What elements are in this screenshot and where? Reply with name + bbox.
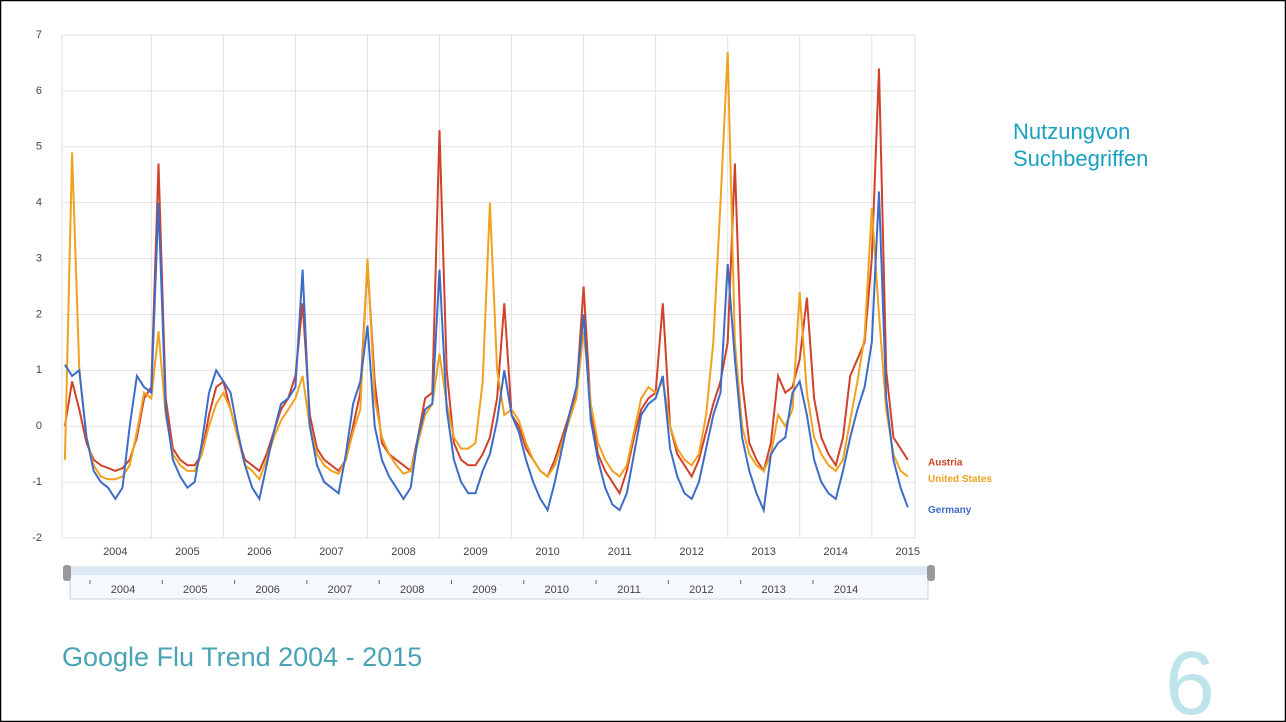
legend-label: Austria: [928, 457, 963, 468]
navigator-label: 2010: [545, 584, 569, 596]
y-tick-label: 0: [36, 420, 42, 432]
y-tick-label: 3: [36, 252, 42, 264]
navigator-label: 2012: [689, 584, 713, 596]
y-tick-label: 2: [36, 308, 42, 320]
x-tick-label: 2014: [824, 546, 848, 558]
y-tick-label: 4: [36, 197, 42, 209]
x-tick-label: 2015: [896, 546, 920, 558]
navigator-label: 2014: [834, 584, 858, 596]
legend-label: United States: [928, 474, 992, 485]
y-tick-label: -1: [32, 476, 42, 488]
x-tick-label: 2008: [391, 546, 415, 558]
navigator-handle[interactable]: [63, 565, 71, 581]
navigator-label: 2013: [761, 584, 785, 596]
navigator-label: 2005: [183, 584, 207, 596]
legend-label: Germany: [928, 505, 972, 516]
x-tick-label: 2004: [103, 546, 127, 558]
series-line: [64, 191, 909, 514]
y-tick-label: 7: [36, 29, 42, 41]
x-tick-label: 2012: [679, 546, 703, 558]
annotation: Nutzungvon: [1013, 119, 1130, 144]
y-tick-label: -2: [32, 532, 42, 544]
x-tick-label: 2007: [319, 546, 343, 558]
x-tick-label: 2005: [175, 546, 199, 558]
y-tick-label: 6: [36, 85, 42, 97]
y-tick-label: 1: [36, 364, 42, 376]
navigator-label: 2008: [400, 584, 424, 596]
series-line: [63, 68, 909, 496]
x-tick-label: 2013: [751, 546, 775, 558]
navigator-handle[interactable]: [927, 565, 935, 581]
series-line: [63, 51, 909, 482]
x-tick-label: 2009: [463, 546, 487, 558]
navigator-label: 2004: [111, 584, 135, 596]
plot-area: [61, 34, 916, 539]
navigator-label: 2007: [328, 584, 352, 596]
x-tick-label: 2011: [608, 546, 632, 558]
navigator-label: 2006: [255, 584, 279, 596]
y-tick-label: 5: [36, 141, 42, 153]
navigator-range: [70, 567, 928, 575]
page-number: 6: [1165, 634, 1215, 722]
navigator-label: 2009: [472, 584, 496, 596]
x-tick-label: 2010: [535, 546, 559, 558]
annotation: Suchbegriffen: [1013, 146, 1148, 171]
slide-title: Google Flu Trend 2004 - 2015: [62, 642, 422, 672]
x-tick-label: 2006: [247, 546, 271, 558]
navigator-label: 2011: [617, 584, 641, 596]
